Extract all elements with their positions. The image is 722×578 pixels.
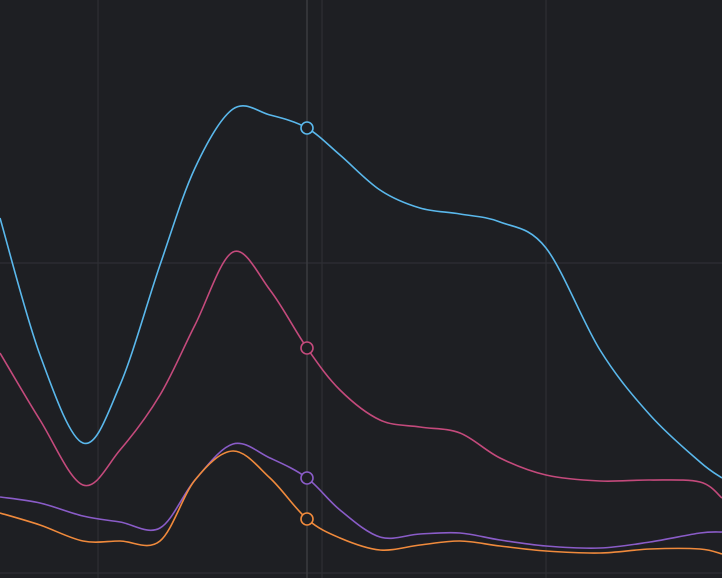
line-series [0,250,722,499]
hover-point [300,512,314,526]
hover-point [300,471,314,485]
hover-point [300,341,314,355]
line-series [0,104,722,479]
line-series [0,450,722,555]
line-series [0,442,722,549]
hover-point [300,121,314,135]
